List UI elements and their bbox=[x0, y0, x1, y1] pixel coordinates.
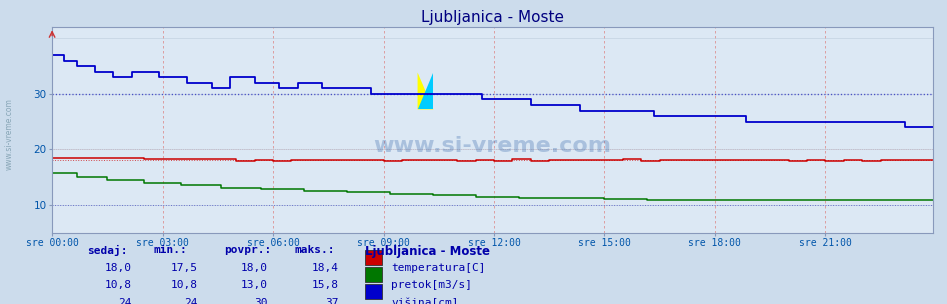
Text: sedaj:: sedaj: bbox=[87, 245, 128, 256]
Text: povpr.:: povpr.: bbox=[223, 245, 271, 255]
Polygon shape bbox=[418, 73, 434, 109]
Text: temperatura[C]: temperatura[C] bbox=[391, 263, 486, 273]
Text: 13,0: 13,0 bbox=[241, 280, 268, 290]
Text: višina[cm]: višina[cm] bbox=[391, 298, 458, 304]
Text: 10,8: 10,8 bbox=[104, 280, 132, 290]
Text: 15,8: 15,8 bbox=[312, 280, 338, 290]
FancyBboxPatch shape bbox=[365, 250, 383, 265]
Title: Ljubljanica - Moste: Ljubljanica - Moste bbox=[420, 10, 564, 25]
Text: www.si-vreme.com: www.si-vreme.com bbox=[5, 98, 14, 170]
Text: pretok[m3/s]: pretok[m3/s] bbox=[391, 280, 473, 290]
Text: 18,4: 18,4 bbox=[312, 263, 338, 273]
Text: www.si-vreme.com: www.si-vreme.com bbox=[373, 136, 612, 156]
FancyBboxPatch shape bbox=[365, 284, 383, 299]
Text: maks.:: maks.: bbox=[295, 245, 335, 255]
Text: 24: 24 bbox=[117, 298, 132, 304]
Text: 37: 37 bbox=[325, 298, 338, 304]
Text: 10,8: 10,8 bbox=[170, 280, 197, 290]
Text: 30: 30 bbox=[255, 298, 268, 304]
Text: 24: 24 bbox=[184, 298, 197, 304]
Text: min.:: min.: bbox=[153, 245, 188, 255]
Polygon shape bbox=[418, 73, 434, 109]
FancyBboxPatch shape bbox=[365, 267, 383, 282]
Text: 17,5: 17,5 bbox=[170, 263, 197, 273]
Text: Ljubljanica - Moste: Ljubljanica - Moste bbox=[365, 245, 490, 258]
Text: 18,0: 18,0 bbox=[241, 263, 268, 273]
Text: 18,0: 18,0 bbox=[104, 263, 132, 273]
